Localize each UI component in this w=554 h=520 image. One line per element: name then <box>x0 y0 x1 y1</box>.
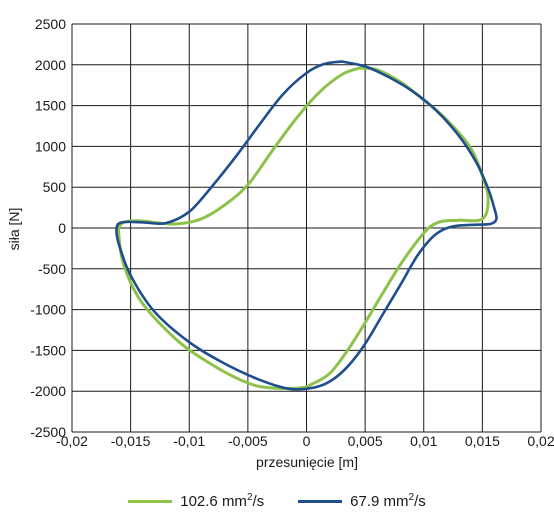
x-tick-label: 0,015 <box>465 433 500 449</box>
legend-label-series-1: 102.6 mm2/s <box>180 492 265 510</box>
x-tick-label: 0,01 <box>410 433 437 449</box>
legend-item-series-2: 67.9 mm2/s <box>298 492 426 510</box>
y-tick-label: 1500 <box>35 98 66 114</box>
series-line-2 <box>115 60 498 391</box>
x-tick-label: 0 <box>303 433 311 449</box>
y-tick-label: -2000 <box>30 383 66 399</box>
y-tick-label: 500 <box>43 179 67 195</box>
y-tick-label: -2500 <box>30 424 66 440</box>
legend: 102.6 mm2/s 67.9 mm2/s <box>0 486 554 516</box>
x-tick-label: -0,01 <box>173 433 205 449</box>
series-lines <box>115 60 498 391</box>
tick-labels: -0,02 -0,015 -0,01 -0,005 0 0,005 0,01 0,015 0,0… <box>30 16 554 449</box>
y-tick-label: 1000 <box>35 138 66 154</box>
x-tick-label: 0,005 <box>348 433 383 449</box>
x-tick-label: -0,02 <box>56 433 88 449</box>
y-tick-label: -500 <box>38 261 66 277</box>
grid <box>71 23 542 433</box>
x-tick-label: -0,005 <box>228 433 268 449</box>
y-tick-label: -1500 <box>30 342 66 358</box>
legend-swatch-series-2 <box>298 499 343 503</box>
y-tick-label: -1000 <box>30 302 66 318</box>
x-tick-label: -0,015 <box>111 433 151 449</box>
legend-label-series-2: 67.9 mm2/s <box>350 492 426 510</box>
x-axis-title: przesunięcie [m] <box>256 454 358 470</box>
hysteresis-chart: -0,02 -0,015 -0,01 -0,005 0 0,005 0,01 0,015 0,0… <box>6 16 554 470</box>
x-tick-label: 0,02 <box>527 433 554 449</box>
y-tick-label: 2500 <box>35 16 66 32</box>
legend-item-series-1: 102.6 mm2/s <box>128 492 264 510</box>
y-tick-label: 0 <box>58 220 66 236</box>
y-tick-label: 2000 <box>35 57 66 73</box>
y-axis-title: siła [N] <box>6 208 22 251</box>
legend-swatch-series-1 <box>128 499 173 503</box>
